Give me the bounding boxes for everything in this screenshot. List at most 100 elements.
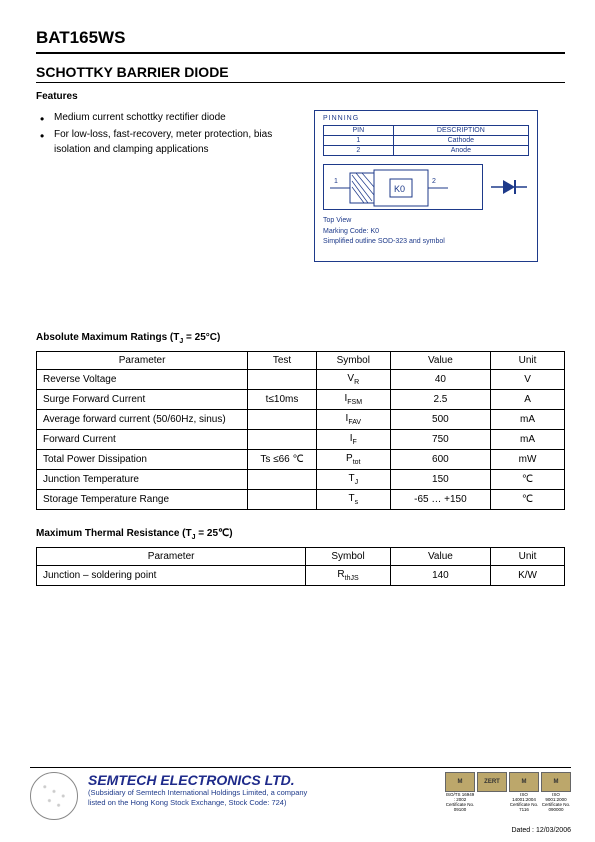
cert-caption: ISO 9001:2000 Certificate No. 090000 [541, 793, 571, 813]
test-cell [248, 370, 317, 390]
table-header: Symbol [316, 352, 390, 370]
top-view-label: Top View [323, 216, 529, 227]
cert-caption: ISO 14001:2004 Certificate No. 7116 [509, 793, 539, 813]
part-number: BAT165WS [36, 28, 565, 54]
package-svg: 1 K0 2 [324, 165, 484, 211]
param-cell: Total Power Dissipation [37, 450, 248, 470]
page-title: SCHOTTKY BARRIER DIODE [36, 64, 565, 83]
cert-caption: ISO/TS 16949 : 2002 Certificate No. 0910… [445, 793, 475, 813]
package-outline: 1 K0 2 [323, 164, 483, 210]
test-cell: Ts ≤66 ℃ [248, 450, 317, 470]
table-row: Total Power DissipationTs ≤66 ℃Ptot600mW [37, 450, 565, 470]
value-cell: 600 [390, 450, 490, 470]
value-cell: 150 [390, 470, 490, 490]
symbol-cell: Ptot [316, 450, 390, 470]
table-header: Symbol [306, 548, 390, 566]
features-list: Medium current schottky rectifier diode … [36, 110, 306, 159]
table-header: Test [248, 352, 317, 370]
company-name: SEMTECH ELECTRONICS LTD. [88, 772, 439, 788]
value-cell: 140 [390, 566, 490, 586]
cert-badge-icon: M [445, 772, 475, 792]
table-row: Reverse Voltage VR40V [37, 370, 565, 390]
cert-badge: MISO 9001:2000 Certificate No. 090000 [541, 772, 571, 813]
marking-code-text: K0 [394, 184, 405, 194]
unit-cell: V [491, 370, 565, 390]
test-cell [248, 430, 317, 450]
param-cell: Junction Temperature [37, 470, 248, 490]
pin-col-pin: PIN [324, 126, 394, 136]
cert-badge-icon: M [509, 772, 539, 792]
table-row: Storage Temperature Range Ts-65 … +150℃ [37, 490, 565, 510]
symbol-cell: TJ [316, 470, 390, 490]
unit-cell: ℃ [491, 490, 565, 510]
test-cell [248, 410, 317, 430]
value-cell: 2.5 [390, 390, 490, 410]
table-row: Junction Temperature TJ150℃ [37, 470, 565, 490]
table-header: Parameter [37, 548, 306, 566]
pinning-label: PINNING [323, 115, 529, 122]
marking-code-line: Marking Code: K0 [323, 227, 529, 238]
svg-text:1: 1 [334, 178, 338, 185]
value-cell: 40 [390, 370, 490, 390]
unit-cell: mW [491, 450, 565, 470]
unit-cell: A [491, 390, 565, 410]
test-cell [248, 490, 317, 510]
pinning-table: PIN DESCRIPTION 1 Cathode 2 Anode [323, 125, 529, 156]
pin-cell: Cathode [393, 136, 528, 146]
pin-cell: 1 [324, 136, 394, 146]
features-heading: Features [36, 91, 565, 102]
symbol-cell: Ts [316, 490, 390, 510]
symbol-cell: VR [316, 370, 390, 390]
thermal-heading: Maximum Thermal Resistance (TJ = 25℃) [36, 528, 565, 541]
table-header: Value [390, 352, 490, 370]
thermal-table: ParameterSymbolValueUnit Junction – sold… [36, 547, 565, 586]
feature-item: For low-loss, fast-recovery, meter prote… [54, 127, 306, 157]
dated-label: Dated : 12/03/2006 [511, 827, 571, 834]
table-row: Average forward current (50/60Hz, sinus)… [37, 410, 565, 430]
svg-text:2: 2 [432, 178, 436, 185]
company-sub2: listed on the Hong Kong Stock Exchange, … [88, 798, 439, 808]
unit-cell: mA [491, 430, 565, 450]
abs-max-table: ParameterTestSymbolValueUnit Reverse Vol… [36, 351, 565, 510]
unit-cell: K/W [491, 566, 565, 586]
cert-badge: MISO/TS 16949 : 2002 Certificate No. 091… [445, 772, 475, 813]
table-header: Value [390, 548, 490, 566]
pin-cell: Anode [393, 146, 528, 156]
table-header: Unit [491, 548, 565, 566]
cert-badge-icon: ZERT [477, 772, 507, 792]
footer: SEMTECH ELECTRONICS LTD. (Subsidiary of … [30, 767, 571, 820]
pin-col-desc: DESCRIPTION [393, 126, 528, 136]
symbol-cell: RthJS [306, 566, 390, 586]
value-cell: 750 [390, 430, 490, 450]
param-cell: Storage Temperature Range [37, 490, 248, 510]
value-cell: -65 … +150 [390, 490, 490, 510]
value-cell: 500 [390, 410, 490, 430]
param-cell: Junction – soldering point [37, 566, 306, 586]
param-cell: Average forward current (50/60Hz, sinus) [37, 410, 248, 430]
unit-cell: mA [491, 410, 565, 430]
table-row: Surge Forward Currentt≤10msIFSM2.5A [37, 390, 565, 410]
table-row: Forward Current IF750mA [37, 430, 565, 450]
outline-note: Simplified outline SOD-323 and symbol [323, 237, 529, 248]
pinning-box: PINNING PIN DESCRIPTION 1 Cathode 2 Anod… [314, 110, 538, 262]
cert-badge: MISO 14001:2004 Certificate No. 7116 [509, 772, 539, 813]
feature-item: Medium current schottky rectifier diode [54, 110, 306, 125]
param-cell: Reverse Voltage [37, 370, 248, 390]
table-header: Parameter [37, 352, 248, 370]
company-logo-icon [30, 772, 78, 820]
param-cell: Forward Current [37, 430, 248, 450]
cert-badges: MISO/TS 16949 : 2002 Certificate No. 091… [445, 772, 571, 813]
test-cell: t≤10ms [248, 390, 317, 410]
cert-badge-icon: M [541, 772, 571, 792]
symbol-cell: IFSM [316, 390, 390, 410]
test-cell [248, 470, 317, 490]
symbol-cell: IF [316, 430, 390, 450]
pin-cell: 2 [324, 146, 394, 156]
param-cell: Surge Forward Current [37, 390, 248, 410]
table-row: Junction – soldering pointRthJS140K/W [37, 566, 565, 586]
abs-max-heading: Absolute Maximum Ratings (TJ = 25°C) [36, 332, 565, 345]
symbol-cell: IFAV [316, 410, 390, 430]
unit-cell: ℃ [491, 470, 565, 490]
cert-badge: ZERT [477, 772, 507, 813]
diode-symbol-icon [489, 175, 529, 199]
